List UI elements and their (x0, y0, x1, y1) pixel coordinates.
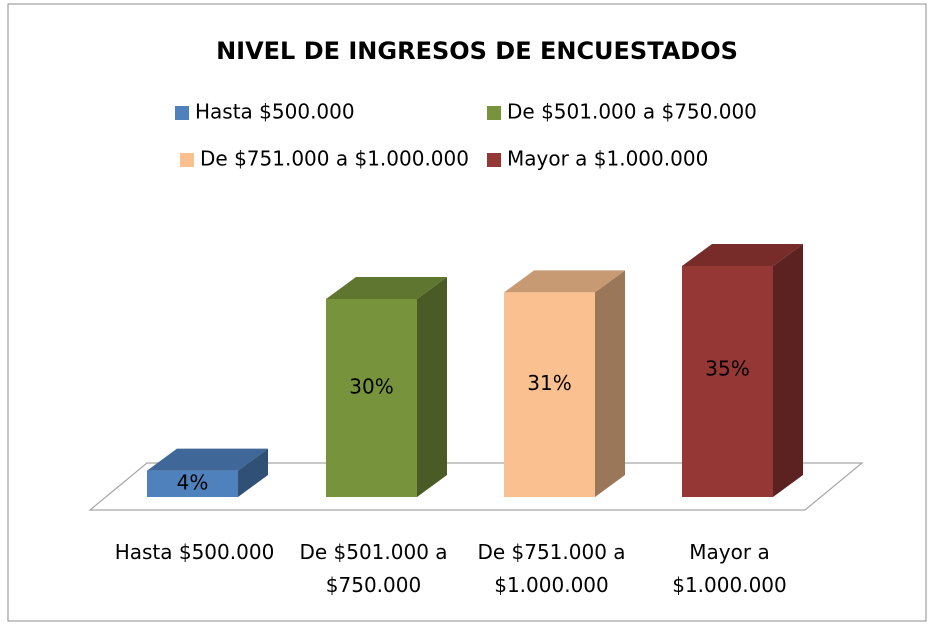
bar (147, 470, 238, 497)
data-label: 4% (177, 470, 209, 494)
data-label: 31% (527, 371, 571, 395)
x-tick-label: Mayor a $1.000.000 (672, 540, 787, 597)
bar-side (417, 277, 447, 497)
floor (88, 462, 864, 511)
data-label: 35% (705, 356, 749, 380)
legend-swatch (175, 106, 189, 120)
x-tick-label: Hasta $500.000 (114, 540, 275, 564)
bar (326, 299, 417, 497)
bar-side (773, 244, 803, 497)
legend-swatch (487, 153, 501, 167)
legend-swatch (487, 106, 501, 120)
legend-swatch (180, 153, 194, 167)
legend-label: De $751.000 a $1.000.000 (200, 147, 469, 171)
bar-top (326, 277, 447, 299)
data-label: 30% (349, 375, 393, 399)
bar-top (682, 244, 803, 266)
bar (682, 266, 773, 497)
x-tick-label: De $501.000 a $750.000 (299, 540, 448, 597)
legend-label: Hasta $500.000 (195, 100, 355, 124)
chart-title: NIVEL DE INGRESOS DE ENCUESTADOS (216, 37, 738, 65)
bar-side (238, 448, 268, 497)
bar (504, 292, 595, 497)
bar-side (595, 270, 625, 497)
legend-label: Mayor a $1.000.000 (507, 147, 708, 171)
legend-label: De $501.000 a $750.000 (507, 100, 757, 124)
bar-top (504, 270, 625, 293)
bar-top (147, 448, 268, 471)
x-tick-label: De $751.000 a $1.000.000 (477, 540, 626, 597)
